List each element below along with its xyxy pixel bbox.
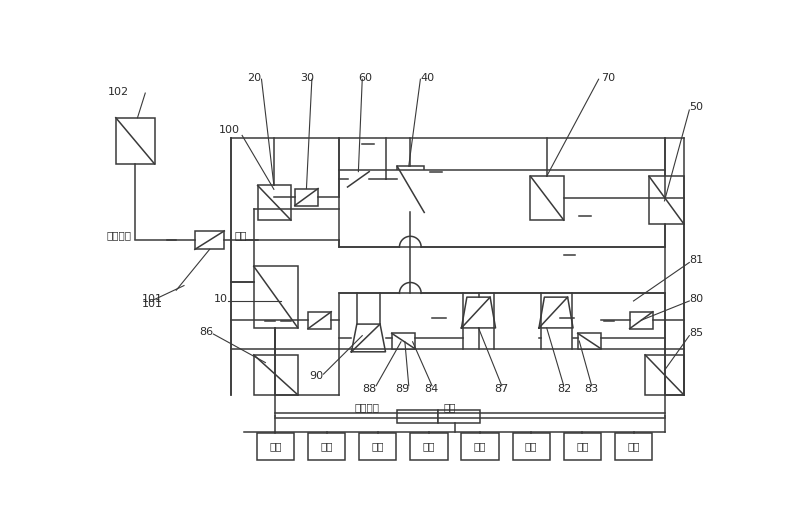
Text: 用户: 用户 [371,442,384,452]
Text: 用户: 用户 [627,442,640,452]
Bar [116,118,155,164]
Text: 101: 101 [141,294,163,305]
Text: 30: 30 [300,73,314,83]
Bar [308,433,345,460]
Bar [410,433,447,460]
Text: 用户: 用户 [525,442,537,452]
Text: 80: 80 [690,294,703,304]
Text: 102: 102 [108,87,130,97]
Text: 常温空气: 常温空气 [107,230,131,240]
Bar [649,176,684,224]
Text: 83: 83 [584,384,598,394]
Bar [254,266,298,328]
Bar [258,185,291,220]
Text: 10: 10 [213,294,228,305]
Text: 82: 82 [558,384,572,394]
Text: 100: 100 [219,125,240,135]
Text: 88: 88 [363,384,377,394]
Text: 87: 87 [494,384,508,394]
Bar [339,170,664,247]
Text: 86: 86 [200,327,213,337]
Text: 常温空气: 常温空气 [355,402,379,412]
Bar [630,312,653,329]
Text: 用户: 用户 [576,442,589,452]
Text: 89: 89 [395,384,409,394]
Bar [461,433,498,460]
Text: 101: 101 [141,299,163,309]
Bar [438,411,480,422]
Bar [530,176,564,220]
Bar [195,231,224,250]
Text: 70: 70 [601,73,615,83]
Bar [257,433,294,460]
Text: 热风: 热风 [235,230,246,240]
Text: 50: 50 [690,102,703,112]
Bar [359,433,397,460]
Text: 用户: 用户 [423,442,435,452]
Bar [397,166,424,212]
Bar [397,411,438,422]
Text: 84: 84 [424,384,438,394]
Bar [645,355,684,395]
Bar [339,293,664,349]
Bar [564,433,601,460]
Text: 冷风: 冷风 [444,402,456,412]
Bar [615,433,652,460]
Bar [295,188,318,206]
Bar [348,172,369,187]
Text: 40: 40 [420,73,435,83]
Text: 20: 20 [247,73,261,83]
Bar [308,312,331,329]
Bar [254,355,298,395]
Bar [392,333,415,349]
Text: 90: 90 [310,372,324,381]
Bar [577,333,601,349]
Text: 60: 60 [359,73,372,83]
Text: 81: 81 [690,255,703,265]
Bar [513,433,550,460]
Text: 用户: 用户 [474,442,487,452]
Text: 用户: 用户 [269,442,282,452]
Text: 85: 85 [690,329,703,338]
Text: 用户: 用户 [321,442,333,452]
